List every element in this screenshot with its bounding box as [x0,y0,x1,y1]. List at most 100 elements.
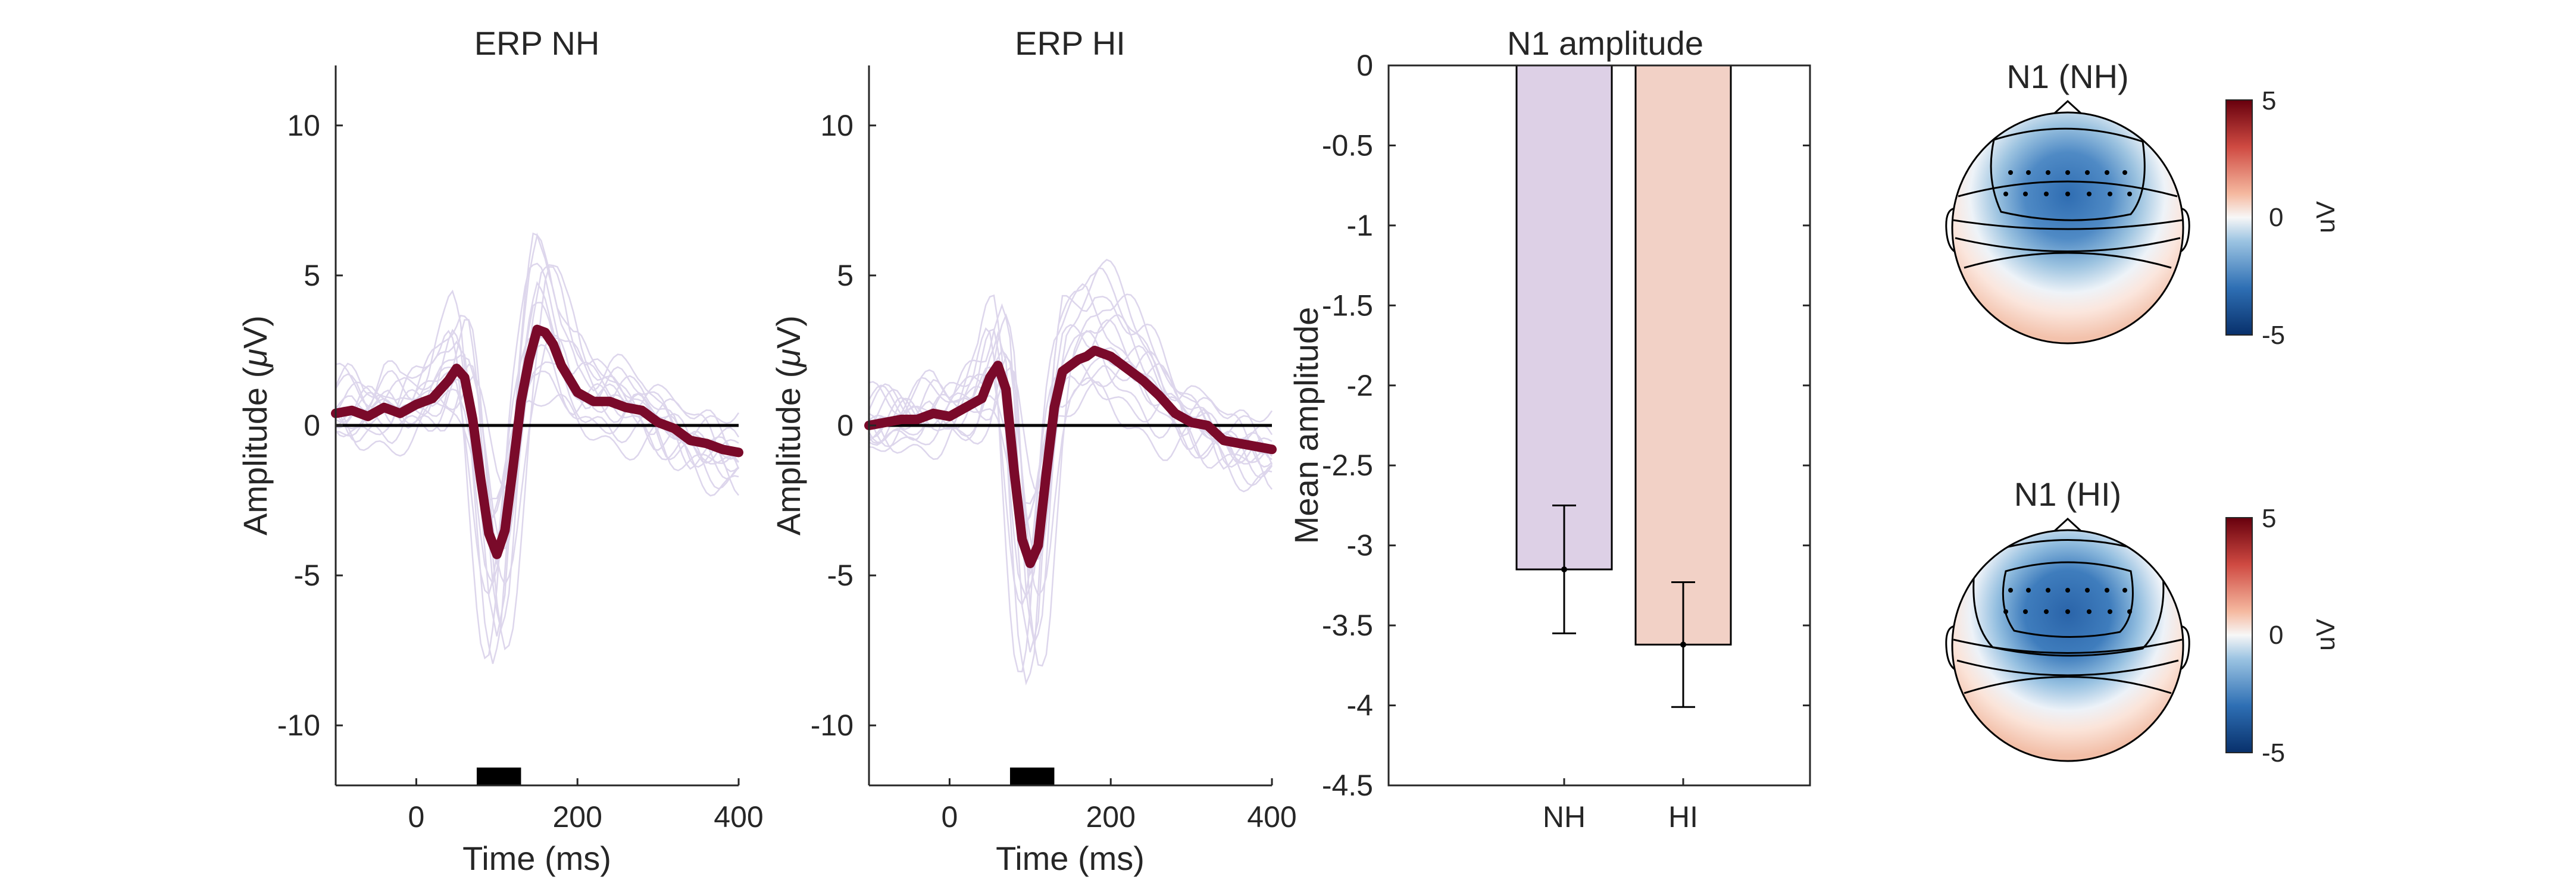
electrode-marker [2108,192,2112,196]
electrode-marker [2122,588,2127,593]
erp-nh-subject-trace [335,370,740,518]
electrode-marker [2085,588,2090,593]
topo-hi-nose [2052,517,2083,533]
erp-hi-panel: ERP HI -10 -5 0 5 10 0 200 400 Time (ms) Ampli… [770,24,1297,877]
topo-hi-scalp-map [1952,530,2183,761]
n1-bar-ytick-label: -2.5 [1322,449,1373,482]
n1-bar-ytick-label: -0.5 [1322,129,1373,162]
erp-hi-xtick-label: 0 [941,800,958,834]
topo-hi-cb-tick-max: 5 [2262,504,2276,533]
topo-nh-electrodes [2003,170,2132,196]
electrode-marker [2026,588,2031,593]
electrode-marker [2044,192,2049,196]
topo-nh-head [1945,99,2190,345]
n1-bar-ytick-label: -4.5 [1322,769,1373,802]
electrode-marker [2065,170,2070,175]
erp-nh-xtick-label: 400 [714,800,763,834]
erp-hi-subject-trace [868,345,1273,597]
electrode-marker [2046,588,2050,593]
erp-nh-ytick-label: 0 [304,409,320,442]
topo-nh-colorbar [2225,99,2253,336]
n1-bar-hi [1634,64,1732,646]
erp-nh-ylabel: Amplitude (μV) [236,315,274,535]
erp-nh-subject-trace [334,232,739,664]
electrode-marker [2023,192,2028,196]
electrode-marker [2008,588,2013,593]
n1-mean-marker [1561,566,1567,572]
erp-nh-subject-traces [334,232,740,664]
electrode-marker [2003,609,2008,614]
topo-hi-colorbar [2225,517,2253,753]
n1-bar-title: N1 amplitude [1507,24,1703,62]
electrode-marker [2122,170,2127,175]
erp-hi-subject-trace [868,293,1273,667]
electrode-marker [2087,609,2092,614]
n1-bar-ytick-label: -3 [1347,529,1373,562]
n1-bar-axes-box [1387,64,1811,787]
erp-hi-xtick-label: 200 [1086,800,1135,834]
electrode-marker [2105,170,2109,175]
erp-hi-ytick-label: 10 [820,109,854,142]
erp-nh-subject-trace [334,262,739,660]
erp-hi-subject-trace [868,283,1273,673]
erp-nh-mean-line [331,324,743,559]
electrode-marker [2023,609,2028,614]
n1-bar-ytick-label: -3.5 [1322,609,1373,642]
electrode-marker [2065,588,2070,593]
topo-nh-scalp-map [1952,112,2183,343]
electrode-marker [2127,609,2132,614]
electrode-marker [2105,588,2109,593]
erp-nh-subject-trace [335,334,739,587]
n1-bar-nh [1515,64,1613,571]
electrode-marker [2127,192,2132,196]
erp-hi-xtick-label: 400 [1247,800,1296,834]
electrode-marker [2044,609,2049,614]
erp-nh-xlabel: Time (ms) [462,840,611,877]
electrode-marker [2085,170,2090,175]
topo-hi-contours [1953,539,2183,694]
erp-nh-subject-trace [335,281,739,566]
n1-bar-ytick-label: -1.5 [1322,289,1373,322]
topo-nh-panel: N1 (NH) 5 0 -5 uV [1945,58,2340,350]
erp-nh-ytick-label: 5 [304,259,320,292]
topo-nh-nose [2052,99,2083,115]
topo-hi-electrodes [2003,588,2132,614]
electrode-marker [2026,170,2031,175]
n1-mean-marker [1680,641,1686,648]
electrode-marker [2087,192,2092,196]
electrode-marker [2108,609,2112,614]
topo-nh-cb-label: uV [2311,201,2340,233]
n1-bar-xtick-label: NH [1543,800,1586,834]
topo-hi-cb-tick-min: -5 [2262,738,2285,768]
erp-nh-subject-trace [335,266,739,651]
erp-hi-subject-trace [868,324,1273,577]
topo-nh-cb-tick-mid: 0 [2269,203,2283,232]
n1-bar-ytick-label: -4 [1347,689,1373,722]
erp-nh-ytick-label: -10 [277,709,320,742]
erp-hi-subject-trace [868,381,1273,524]
erp-hi-title: ERP HI [1015,24,1126,62]
erp-hi-xlabel: Time (ms) [996,840,1145,877]
erp-hi-subject-traces [868,259,1273,686]
electrode-marker [2065,609,2070,614]
erp-nh-xtick-label: 0 [408,800,424,834]
electrode-marker [2065,192,2070,196]
erp-hi-ytick-label: 5 [837,259,854,292]
topo-nh-cb-tick-max: 5 [2262,86,2276,115]
n1-bar-ytick-label: 0 [1356,49,1373,82]
erp-nh-panel: ERP NH -10 -5 0 5 10 0 200 400 Time (ms) Ampli… [236,24,764,877]
topo-nh-cb-tick-min: -5 [2262,321,2285,350]
n1-bar-panel: N1 amplitude 0 -0.5 -1 -1.5 -2 -2.5 -3 -3.5 -4 -4… [1287,24,1811,834]
erp-nh-title: ERP NH [474,24,600,62]
erp-hi-ytick-label: 0 [837,409,854,442]
erp-nh-ytick-label: 10 [287,109,320,142]
electrode-marker [2046,170,2050,175]
erp-hi-time-window-bar [1009,768,1055,785]
erp-hi-mean-line [864,346,1277,568]
erp-hi-subject-trace [868,295,1273,653]
erp-nh-time-window-bar [476,768,521,785]
erp-hi-ylabel: Amplitude (μV) [770,315,807,535]
n1-bar-ylabel: Mean amplitude [1287,307,1325,544]
topo-hi-cb-label: uV [2311,618,2340,650]
